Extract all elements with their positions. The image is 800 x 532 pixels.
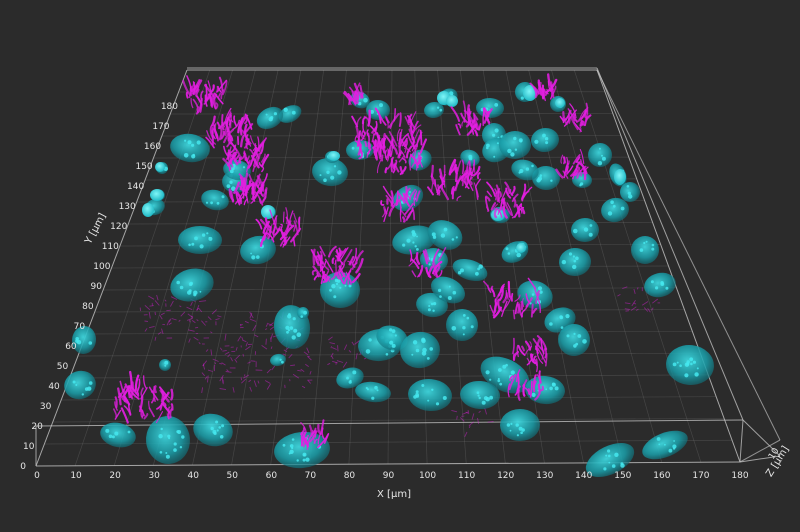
nucleus [178, 226, 222, 254]
y-tick-label: 90 [91, 282, 103, 292]
x-tick-label: 110 [458, 471, 475, 481]
nucleus [98, 419, 138, 450]
nucleus [144, 414, 192, 466]
nucleus-bright [446, 95, 458, 107]
x-tick-label: 180 [731, 471, 748, 481]
nucleus [571, 218, 600, 243]
x-tick-label: 160 [653, 471, 670, 481]
y-tick-label: 180 [161, 102, 178, 112]
nucleus [498, 237, 532, 267]
x-tick-label: 10 [70, 471, 82, 481]
z-axis-title: Z [µm] [764, 444, 791, 479]
x-tick-label: 100 [419, 471, 436, 481]
y-tick-label: 110 [102, 242, 119, 252]
y-tick-label: 150 [135, 162, 152, 172]
y-tick-label: 10 [23, 442, 35, 452]
nucleus-bright [614, 169, 626, 185]
nucleus [664, 343, 716, 388]
nucleus [500, 408, 541, 441]
mitochondria-layer [114, 75, 591, 450]
x-tick-label: 90 [383, 471, 395, 481]
y-tick-label: 0 [20, 462, 26, 472]
x-axis-ticks: 0 10 20 30 40 50 60 70 80 90 100 110 120 130 140 150 160… [34, 471, 749, 481]
nucleus [158, 358, 173, 373]
x-tick-label: 20 [109, 471, 121, 481]
y-tick-label: 60 [65, 342, 77, 352]
x-tick-label: 170 [692, 471, 709, 481]
x-tick-label: 80 [344, 471, 356, 481]
x-tick-label: 130 [536, 471, 553, 481]
x-tick-label: 150 [614, 471, 631, 481]
y-tick-label: 130 [119, 202, 136, 212]
y-tick-label: 120 [110, 222, 127, 232]
mitochondria-cluster [114, 372, 173, 423]
x-tick-label: 40 [187, 471, 199, 481]
mitochondria-cluster [183, 76, 226, 114]
nucleus-bright [555, 98, 565, 108]
nucleus [529, 126, 560, 154]
y-tick-label: 170 [152, 122, 169, 132]
y-tick-label: 140 [127, 182, 144, 192]
y-tick-label: 30 [40, 402, 52, 412]
nucleus [638, 425, 691, 465]
nucleus [167, 264, 218, 306]
mitochondria-cluster [206, 109, 252, 148]
y-tick-label: 20 [31, 422, 43, 432]
nucleus [558, 247, 592, 278]
nucleus [61, 367, 100, 403]
x-tick-label: 60 [266, 471, 278, 481]
x-tick-label: 140 [575, 471, 592, 481]
mitochondria-haze [140, 287, 665, 437]
x-tick-label: 70 [305, 471, 317, 481]
nucleus [199, 187, 231, 213]
y-tick-label: 80 [82, 302, 94, 312]
x-tick-label: 120 [497, 471, 514, 481]
grid-line [153, 157, 628, 158]
box-edge [36, 420, 743, 426]
box-edge [740, 420, 743, 462]
x-tick-label: 0 [34, 471, 40, 481]
nucleus-bright [142, 203, 154, 217]
y-tick-label: 40 [48, 382, 60, 392]
nucleus-bright [328, 151, 340, 161]
nucleus-bright [150, 189, 164, 201]
nucleus-bright [155, 162, 165, 172]
y-tick-label: 50 [57, 362, 69, 372]
x-tick-label: 50 [227, 471, 239, 481]
y-tick-label: 100 [93, 262, 110, 272]
nucleus [588, 143, 613, 168]
mitochondria-cluster [484, 278, 541, 318]
y-tick-label: 160 [144, 142, 161, 152]
nucleus-bright [516, 243, 526, 253]
nucleus [407, 377, 454, 413]
y-tick-label: 70 [74, 322, 86, 332]
nucleus [476, 97, 505, 118]
x-axis-title: X [µm] [377, 489, 411, 500]
x-tick-label: 30 [148, 471, 160, 481]
mitochondria-faint [140, 295, 206, 343]
